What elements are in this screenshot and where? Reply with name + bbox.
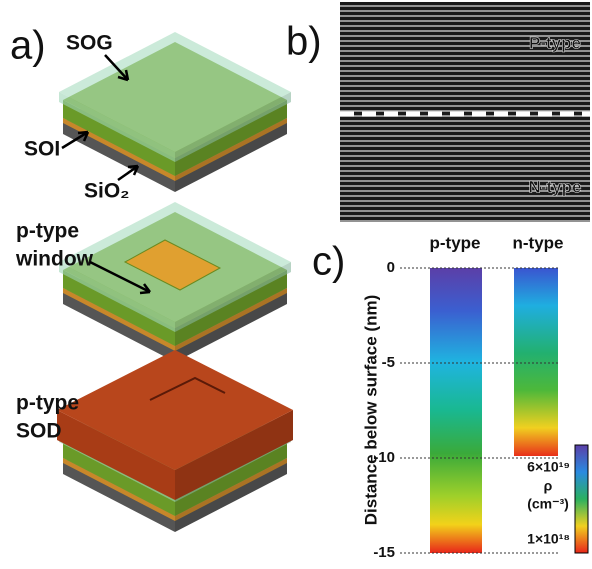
sod-label: p-type: [16, 392, 79, 415]
soi-label: SOI: [24, 138, 60, 161]
y-tick-label: 0: [387, 259, 395, 276]
panel-label: c): [312, 240, 345, 284]
colorbar: [575, 445, 588, 553]
figure: a) SOG SOI SiO₂ p-type window p-type SOD…: [0, 0, 592, 569]
colorbar-symbol: ρ: [544, 478, 553, 494]
sio2-label: SiO₂: [84, 180, 130, 203]
y-axis-label: Distance below surface (nm): [361, 295, 380, 526]
window-label: window: [15, 248, 94, 271]
stm-label: N-type: [529, 177, 582, 196]
p-profile: [430, 268, 482, 553]
stm-label: P-type: [529, 33, 581, 52]
colorbar-max: 6×10¹⁹: [527, 459, 570, 475]
column-label: n-type: [513, 233, 564, 252]
sog-label: SOG: [66, 32, 113, 55]
y-tick-label: -15: [373, 544, 395, 561]
y-tick-label: -5: [382, 354, 395, 371]
n-profile: [514, 268, 558, 456]
window-label: p-type: [16, 220, 79, 243]
panel-label: a): [10, 24, 46, 68]
colorbar-min: 1×10¹⁸: [527, 531, 570, 547]
column-label: p-type: [430, 233, 481, 252]
colorbar-unit: (cm⁻³): [527, 496, 569, 512]
sod-label: SOD: [16, 420, 62, 443]
schematic: [57, 32, 293, 532]
y-tick-label: -10: [373, 449, 395, 466]
panel-label: b): [286, 20, 322, 64]
